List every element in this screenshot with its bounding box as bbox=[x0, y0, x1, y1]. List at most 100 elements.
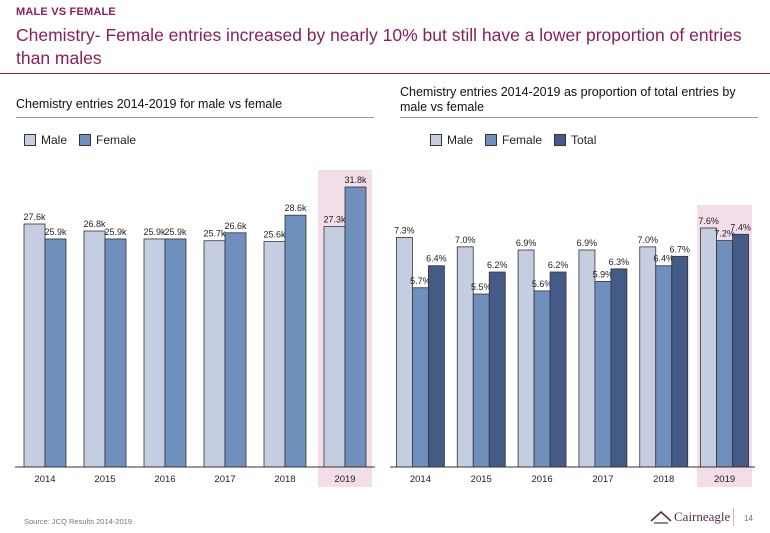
bar-total-2016 bbox=[549, 271, 567, 468]
data-label-male-2019: 7.6% bbox=[698, 216, 719, 226]
data-label-male-2015: 26.8k bbox=[83, 219, 106, 229]
data-label-female-2019: 31.8k bbox=[344, 175, 367, 185]
data-label-male-2018: 25.6k bbox=[263, 230, 286, 240]
bar-male-2016 bbox=[143, 238, 166, 468]
bar-male-2019 bbox=[700, 227, 717, 468]
legend-swatch-male bbox=[24, 134, 36, 146]
x-tick-label-2016: 2016 bbox=[154, 474, 175, 485]
data-label-female-2014: 25.9k bbox=[44, 227, 67, 237]
data-label-female-2017: 5.9% bbox=[593, 269, 614, 279]
legend-label-female: Female bbox=[96, 133, 137, 147]
bar-male-2019 bbox=[323, 226, 346, 468]
legend-item-female-2: Female bbox=[485, 133, 542, 147]
left-chart-legend: Male Female bbox=[24, 133, 148, 147]
bar-female-2017 bbox=[594, 281, 612, 468]
data-label-total-2014: 6.4% bbox=[426, 254, 447, 264]
data-label-male-2017: 25.7k bbox=[203, 229, 226, 239]
legend-swatch-total bbox=[554, 134, 567, 146]
bar-total-2015 bbox=[488, 271, 506, 468]
legend-label-female-2: Female bbox=[502, 133, 543, 147]
right-bar-chart: 7.3% 5.7% 6.4% 2014 7.0% 5.5% 6.2% 2015 6.9% 5.6%… bbox=[390, 205, 755, 487]
bar-female-2015 bbox=[472, 293, 490, 468]
bar-female-2019 bbox=[344, 186, 367, 468]
data-label-total-2018: 6.7% bbox=[669, 244, 690, 254]
header-divider bbox=[0, 73, 770, 74]
x-tick-label-2016: 2016 bbox=[532, 474, 553, 485]
data-label-female-2019: 7.2% bbox=[714, 229, 735, 239]
bar-female-2015 bbox=[104, 238, 127, 468]
legend-item-male: Male bbox=[24, 133, 67, 147]
bar-male-2014 bbox=[396, 237, 413, 468]
bar-female-2014 bbox=[412, 287, 429, 468]
legend-item-total: Total bbox=[554, 133, 596, 147]
bar-total-2017 bbox=[610, 268, 628, 468]
legend-label-male: Male bbox=[41, 133, 68, 147]
bar-male-2015 bbox=[83, 230, 106, 468]
left-chart-title-rule bbox=[16, 117, 374, 118]
brand-name: Cairneagle bbox=[674, 509, 731, 524]
data-label-female-2018: 28.6k bbox=[284, 203, 307, 213]
x-tick-label-2019: 2019 bbox=[334, 474, 355, 485]
data-label-total-2015: 6.2% bbox=[487, 260, 508, 270]
legend-swatch-male-2 bbox=[430, 134, 442, 146]
data-label-female-2016: 25.9k bbox=[164, 227, 187, 237]
bar-total-2018 bbox=[671, 255, 689, 468]
page-headline: Chemistry- Female entries increased by n… bbox=[16, 25, 742, 68]
data-label-female-2015: 25.9k bbox=[104, 227, 127, 237]
legend-item-male-2: Male bbox=[430, 133, 473, 147]
data-label-total-2017: 6.3% bbox=[609, 257, 630, 267]
footer-divider bbox=[733, 508, 734, 526]
legend-label-male-2: Male bbox=[447, 133, 474, 147]
x-tick-label-2014: 2014 bbox=[34, 474, 55, 485]
left-chart-title: Chemistry entries 2014-2019 for male vs … bbox=[16, 97, 283, 111]
data-label-male-2018: 7.0% bbox=[637, 235, 658, 245]
data-label-total-2016: 6.2% bbox=[548, 260, 569, 270]
data-label-female-2018: 6.4% bbox=[653, 254, 674, 264]
bar-female-2014 bbox=[44, 238, 67, 468]
bar-male-2017 bbox=[578, 249, 596, 468]
x-tick-label-2019: 2019 bbox=[714, 474, 735, 485]
x-tick-label-2015: 2015 bbox=[471, 474, 492, 485]
bar-male-2018 bbox=[639, 246, 657, 468]
bar-male-2015 bbox=[456, 246, 474, 468]
data-label-male-2019: 27.3k bbox=[323, 215, 346, 225]
data-label-female-2017: 26.6k bbox=[224, 221, 247, 231]
x-tick-label-2015: 2015 bbox=[94, 474, 115, 485]
bar-female-2016 bbox=[533, 290, 551, 468]
data-label-male-2015: 7.0% bbox=[455, 235, 476, 245]
bar-female-2018 bbox=[284, 214, 307, 468]
legend-swatch-female-2 bbox=[485, 134, 498, 146]
data-label-male-2017: 6.9% bbox=[577, 238, 598, 248]
data-label-male-2014: 7.3% bbox=[394, 225, 415, 235]
section-kicker: MALE VS FEMALE bbox=[16, 6, 116, 18]
data-label-male-2016: 6.9% bbox=[516, 238, 537, 248]
bar-female-2016 bbox=[164, 238, 187, 468]
bar-female-2019 bbox=[716, 240, 733, 468]
legend-label-total: Total bbox=[571, 133, 597, 147]
bar-female-2017 bbox=[224, 232, 247, 468]
x-tick-label-2018: 2018 bbox=[274, 474, 295, 485]
bar-female-2018 bbox=[655, 265, 673, 468]
legend-item-female: Female bbox=[79, 133, 136, 147]
data-label-male-2014: 27.6k bbox=[23, 212, 46, 222]
left-bar-chart: 27.6k25.9k201426.8k25.9k201525.9k25.9k20… bbox=[15, 170, 375, 487]
data-label-male-2016: 25.9k bbox=[143, 227, 166, 237]
legend-swatch-female bbox=[79, 134, 92, 146]
data-label-total-2019: 7.4% bbox=[730, 222, 751, 232]
brand-logo: Cairneagle bbox=[650, 509, 730, 525]
data-label-female-2016: 5.6% bbox=[532, 279, 553, 289]
x-tick-label-2017: 2017 bbox=[214, 474, 235, 485]
x-tick-label-2018: 2018 bbox=[653, 474, 674, 485]
x-tick-label-2014: 2014 bbox=[410, 474, 431, 485]
right-chart-title: Chemistry entries 2014-2019 as proportio… bbox=[400, 85, 736, 114]
right-chart-legend: Male Female Total bbox=[430, 133, 608, 147]
eagle-mark-icon bbox=[650, 510, 672, 524]
bar-total-2014 bbox=[428, 265, 445, 468]
bar-total-2019 bbox=[732, 233, 749, 468]
bar-male-2014 bbox=[23, 223, 46, 468]
data-label-female-2015: 5.5% bbox=[471, 282, 492, 292]
bar-male-2017 bbox=[203, 240, 226, 468]
source-note: Source: JCQ Results 2014-2019 bbox=[24, 517, 132, 526]
data-label-female-2014: 5.7% bbox=[410, 276, 431, 286]
right-chart-title-rule bbox=[400, 117, 758, 118]
